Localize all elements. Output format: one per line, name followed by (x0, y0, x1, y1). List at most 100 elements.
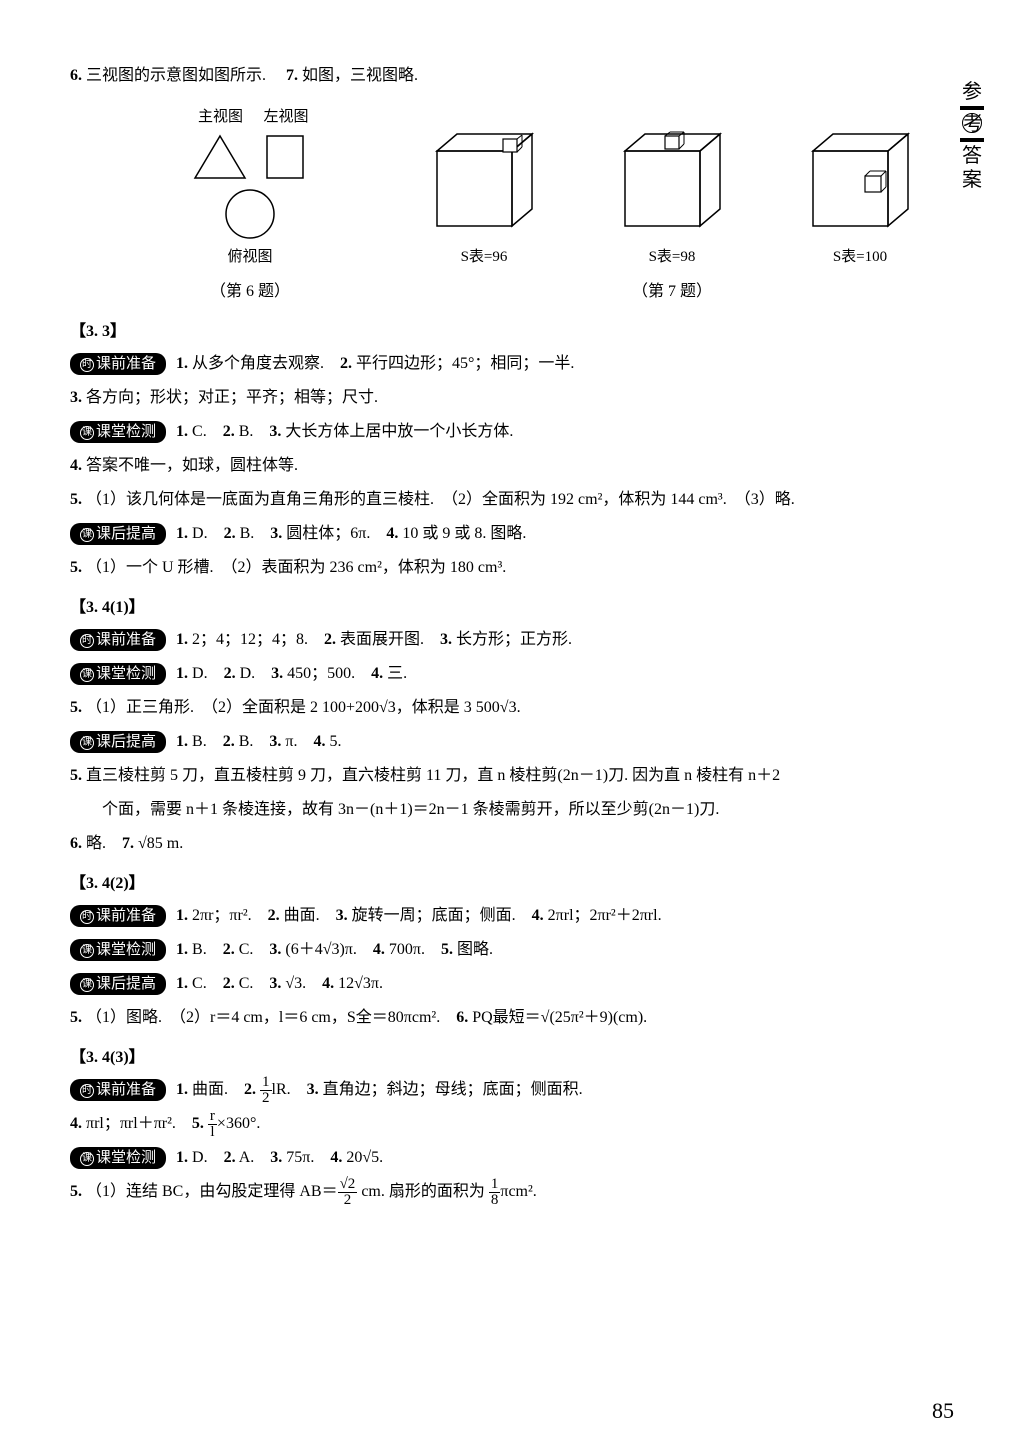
num: 2. (223, 941, 235, 958)
ans: 5. (329, 733, 341, 750)
num: 2. (244, 1081, 256, 1098)
cube-icon (427, 126, 542, 236)
section-3-4-3: 【3. 4(3)】 (70, 1042, 954, 1074)
side-label: 参 考 答 案 (960, 80, 984, 192)
cube-2: S表=98 (615, 126, 730, 272)
ans: 曲面. (284, 907, 320, 924)
side-char: 案 (962, 169, 982, 191)
num: 2. (223, 975, 235, 992)
ans: 大长方体上居中放一个小长方体. (285, 423, 513, 440)
ans: C. (239, 941, 254, 958)
cube-3: S表=100 (803, 126, 918, 272)
num: 4. (322, 975, 334, 992)
pill-pre: 时课前准备 (70, 353, 166, 375)
ans: D. (192, 1149, 208, 1166)
num: 3. (307, 1081, 319, 1098)
num: 1. (176, 1149, 188, 1166)
figure-6: 主视图 左视图 俯视图 (150, 102, 350, 272)
ans: 平行四边形；45°；相同；一半. (356, 355, 574, 372)
num: 3. (70, 389, 82, 406)
ans: D. (240, 665, 256, 682)
ans: 曲面. (192, 1081, 228, 1098)
q-text: 三视图的示意图如图所示. (86, 67, 266, 84)
pill-test: 课课堂检测 (70, 939, 166, 961)
num: 3. (269, 423, 281, 440)
side-char: 考 (962, 113, 982, 133)
num: 2. (324, 631, 336, 648)
num: 4. (532, 907, 544, 924)
num: 2. (224, 665, 236, 682)
black-bar (960, 106, 984, 110)
num: 4. (313, 733, 325, 750)
num: 1. (176, 665, 188, 682)
fraction: 18 (489, 1177, 501, 1208)
ans: 10 或 9 或 8. 图略. (402, 525, 526, 542)
num: 3. (269, 975, 281, 992)
num: 5. (70, 491, 82, 508)
q-num: 7. (286, 67, 298, 84)
ans: 2πr；πr². (192, 907, 252, 924)
pill-post: 课课后提高 (70, 523, 166, 545)
ans: C. (239, 975, 254, 992)
rect-icon (263, 132, 307, 182)
ans: √85 m. (138, 835, 183, 852)
ans: （2）全面积为 192 cm²，体积为 144 cm³. (442, 491, 727, 508)
ans: 直三棱柱剪 5 刀，直五棱柱剪 9 刀，直六棱柱剪 11 刀，直 n 棱柱剪(2… (86, 767, 780, 784)
pill-pre: 时课前准备 (70, 1079, 166, 1101)
ans: 2πrl；2πr²＋2πrl. (548, 907, 662, 924)
num: 4. (386, 525, 398, 542)
content: 6. 三视图的示意图如图所示. 7. 如图，三视图略. 主视图 左视图 俯视图 (70, 60, 954, 1208)
fig-label: 主视图 (191, 102, 249, 132)
ans: πcm². (500, 1183, 536, 1200)
num: 3. (271, 665, 283, 682)
num: 2. (340, 355, 352, 372)
figure-7: S表=96 S表=98 (390, 126, 954, 272)
num: 2. (224, 525, 236, 542)
num: 1. (176, 423, 188, 440)
fig-label: 左视图 (263, 102, 308, 132)
num: 1. (176, 631, 188, 648)
num: 1. (176, 907, 188, 924)
circle-icon (222, 186, 278, 242)
num: 5. (441, 941, 453, 958)
ans: 略. (86, 835, 106, 852)
num: 3. (440, 631, 452, 648)
cube-caption: S表=96 (427, 242, 542, 272)
num: 5. (70, 699, 82, 716)
fig7-caption: （第 7 题） (390, 276, 954, 308)
num: 5. (70, 1183, 82, 1200)
figure-row: 主视图 左视图 俯视图 S表=96 (70, 102, 954, 272)
black-bar (960, 138, 984, 142)
q-num: 6. (70, 67, 82, 84)
pill-test: 课课堂检测 (70, 663, 166, 685)
pill-pre: 时课前准备 (70, 629, 166, 651)
fig6-caption: （第 6 题） (110, 276, 390, 308)
cube-icon (615, 126, 730, 236)
ans: A. (239, 1149, 255, 1166)
num: 5. (192, 1115, 204, 1132)
pill-pre: 时课前准备 (70, 905, 166, 927)
ans: B. (239, 423, 254, 440)
ans: 20√5. (346, 1149, 383, 1166)
ans: ×360°. (217, 1115, 260, 1132)
num: 4. (371, 665, 383, 682)
num: 1. (176, 355, 188, 372)
num: 5. (70, 559, 82, 576)
cube-caption: S表=100 (803, 242, 918, 272)
ans: （1）正三角形. （2）全面积是 2 100+200√3，体积是 3 500√3… (86, 699, 521, 716)
num: 4. (70, 1115, 82, 1132)
answer-row: 课课堂检测 1. C. 2. B. 3. 大长方体上居中放一个小长方体. (70, 416, 954, 448)
num: 2. (268, 907, 280, 924)
side-char: 参 (962, 81, 982, 103)
ans: C. (192, 975, 207, 992)
ans: 75π. (286, 1149, 314, 1166)
ans: (6＋4√3)π. (285, 941, 357, 958)
num: 1. (176, 941, 188, 958)
ans: 旋转一周；底面；侧面. (352, 907, 516, 924)
pill-post: 课课后提高 (70, 973, 166, 995)
ans: （1）一个 U 形槽. （2）表面积为 236 cm²，体积为 180 cm³. (86, 559, 506, 576)
num: 3. (269, 733, 281, 750)
ans: 表面展开图. (340, 631, 424, 648)
num: 5. (70, 767, 82, 784)
num: 2. (224, 1149, 236, 1166)
